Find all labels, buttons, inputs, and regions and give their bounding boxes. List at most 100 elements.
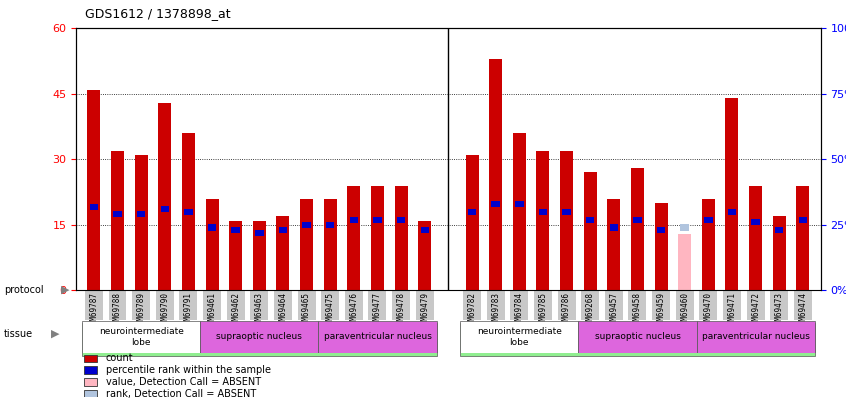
Text: GSM69471: GSM69471 (728, 292, 737, 329)
Text: rank, Detection Call = ABSENT: rank, Detection Call = ABSENT (106, 389, 256, 399)
Bar (560, 151, 573, 290)
Bar (250, 290, 268, 320)
Text: control: control (240, 335, 278, 345)
Bar (631, 168, 644, 290)
Text: GSM69786: GSM69786 (562, 292, 571, 329)
Text: GSM69463: GSM69463 (255, 292, 264, 329)
Bar (85, 290, 103, 320)
Bar (415, 290, 434, 320)
Bar (584, 173, 596, 290)
Text: protocol: protocol (4, 285, 44, 294)
Text: GSM69458: GSM69458 (633, 292, 642, 329)
Text: GSM69474: GSM69474 (799, 292, 807, 329)
Bar (111, 151, 124, 290)
Bar (605, 290, 623, 320)
Text: GSM69472: GSM69472 (751, 292, 760, 329)
Bar (302, 222, 310, 228)
Bar (253, 221, 266, 290)
Bar (655, 203, 667, 290)
Bar (156, 290, 173, 320)
Text: ▶: ▶ (51, 329, 59, 339)
Bar (90, 203, 98, 210)
Bar (300, 199, 313, 290)
Bar (113, 211, 122, 217)
Bar (182, 133, 195, 290)
Bar (468, 209, 476, 215)
Bar (158, 102, 171, 290)
Text: GSM69788: GSM69788 (113, 292, 122, 329)
Bar (324, 199, 337, 290)
Text: neurointermediate
lobe: neurointermediate lobe (477, 327, 562, 347)
Bar (203, 290, 221, 320)
Bar (371, 185, 384, 290)
Bar (326, 222, 334, 228)
Bar (676, 290, 694, 320)
Bar (394, 185, 408, 290)
Bar (278, 227, 287, 233)
Bar (393, 290, 410, 320)
Bar (723, 290, 741, 320)
Bar (84, 390, 97, 398)
Bar (229, 221, 242, 290)
Bar (227, 290, 244, 320)
Bar (581, 290, 599, 320)
Text: GSM69475: GSM69475 (326, 292, 335, 329)
Text: GSM69459: GSM69459 (656, 292, 666, 329)
Bar (489, 59, 503, 290)
Bar (232, 227, 240, 233)
Bar (460, 324, 815, 356)
Text: GSM69465: GSM69465 (302, 292, 311, 329)
Text: GSM69476: GSM69476 (349, 292, 359, 329)
Text: GDS1612 / 1378898_at: GDS1612 / 1378898_at (85, 7, 230, 20)
Text: value, Detection Call = ABSENT: value, Detection Call = ABSENT (106, 377, 261, 387)
Bar (678, 234, 691, 290)
Bar (629, 290, 646, 320)
Bar (255, 230, 264, 236)
Bar (274, 290, 292, 320)
Text: GSM69479: GSM69479 (420, 292, 429, 329)
Bar (772, 216, 786, 290)
Bar (84, 354, 97, 362)
Bar (563, 209, 571, 215)
Text: neurointermediate
lobe: neurointermediate lobe (99, 327, 184, 347)
Text: GSM69478: GSM69478 (397, 292, 405, 329)
Bar (513, 133, 525, 290)
Bar (539, 209, 547, 215)
Bar (775, 227, 783, 233)
Bar (796, 185, 810, 290)
Bar (137, 211, 146, 217)
Bar (277, 216, 289, 290)
Text: GSM69470: GSM69470 (704, 292, 713, 329)
Bar (515, 201, 524, 207)
Bar (586, 217, 595, 223)
Bar (84, 367, 97, 374)
Text: GSM69477: GSM69477 (373, 292, 382, 329)
Bar (318, 321, 437, 353)
Text: tissue: tissue (4, 329, 33, 339)
Bar (607, 199, 620, 290)
Text: supraoptic nucleus: supraoptic nucleus (595, 333, 680, 341)
Text: percentile rank within the sample: percentile rank within the sample (106, 365, 271, 375)
Bar (298, 290, 316, 320)
Bar (751, 219, 760, 225)
Bar (726, 98, 739, 290)
Text: GSM69464: GSM69464 (278, 292, 288, 329)
Text: GSM69461: GSM69461 (207, 292, 217, 329)
Bar (82, 321, 201, 353)
Bar (82, 324, 437, 356)
Bar (161, 206, 169, 212)
Bar (700, 290, 717, 320)
Bar (633, 217, 641, 223)
Bar (749, 185, 762, 290)
Bar (610, 224, 618, 230)
Bar (460, 321, 579, 353)
Bar (770, 290, 788, 320)
Text: paraventricular nucleus: paraventricular nucleus (701, 333, 810, 341)
Bar (579, 321, 696, 353)
Text: supraoptic nucleus: supraoptic nucleus (217, 333, 302, 341)
Bar (465, 155, 479, 290)
Bar (510, 290, 528, 320)
Text: GSM69784: GSM69784 (514, 292, 524, 329)
Text: dehydration: dehydration (603, 335, 672, 345)
Bar (696, 321, 815, 353)
